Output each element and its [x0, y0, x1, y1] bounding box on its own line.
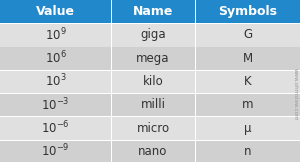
- Text: M: M: [242, 52, 253, 65]
- Text: www.ohmslaw.com: www.ohmslaw.com: [292, 68, 298, 121]
- Text: G: G: [243, 28, 252, 41]
- Bar: [195, 47, 196, 70]
- Text: giga: giga: [140, 28, 166, 41]
- Bar: [111, 23, 112, 47]
- Bar: [0, 116, 300, 117]
- Text: Value: Value: [36, 5, 75, 18]
- Bar: [111, 93, 112, 116]
- Text: micro: micro: [136, 122, 169, 135]
- Bar: [0, 23, 300, 47]
- Bar: [0, 70, 300, 71]
- Text: K: K: [244, 75, 251, 88]
- Bar: [111, 70, 112, 93]
- Bar: [0, 47, 300, 70]
- Bar: [195, 70, 196, 93]
- Text: $\mathregular{10^{3}}$: $\mathregular{10^{3}}$: [45, 73, 66, 90]
- Text: $\mathregular{10^{-9}}$: $\mathregular{10^{-9}}$: [41, 143, 70, 160]
- Bar: [0, 162, 300, 163]
- Bar: [111, 140, 112, 163]
- Bar: [195, 140, 196, 163]
- Bar: [0, 70, 300, 93]
- Text: $\mathregular{10^{6}}$: $\mathregular{10^{6}}$: [45, 50, 66, 67]
- Bar: [0, 140, 300, 141]
- Text: nano: nano: [138, 145, 168, 158]
- Bar: [0, 116, 300, 140]
- Bar: [111, 47, 112, 70]
- Bar: [0, 0, 300, 23]
- Bar: [0, 93, 300, 116]
- Text: $\mathregular{10^{9}}$: $\mathregular{10^{9}}$: [45, 27, 66, 43]
- Text: mega: mega: [136, 52, 170, 65]
- Bar: [195, 0, 196, 23]
- Text: $\mathregular{10^{-6}}$: $\mathregular{10^{-6}}$: [41, 120, 70, 136]
- Text: Symbols: Symbols: [218, 5, 277, 18]
- Text: Name: Name: [133, 5, 173, 18]
- Bar: [195, 93, 196, 116]
- Bar: [195, 23, 196, 47]
- Bar: [0, 140, 300, 163]
- Bar: [0, 23, 300, 24]
- Bar: [0, 93, 300, 94]
- Bar: [111, 116, 112, 140]
- Text: $\mathregular{10^{-3}}$: $\mathregular{10^{-3}}$: [41, 96, 70, 113]
- Text: n: n: [244, 145, 251, 158]
- Text: μ: μ: [244, 122, 251, 135]
- Bar: [195, 116, 196, 140]
- Text: kilo: kilo: [142, 75, 164, 88]
- Bar: [111, 0, 112, 23]
- Text: milli: milli: [140, 98, 166, 111]
- Text: m: m: [242, 98, 253, 111]
